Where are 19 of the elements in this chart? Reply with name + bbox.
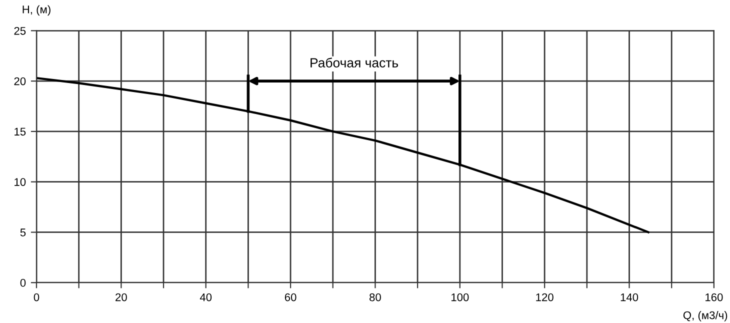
y-tick-label: 5	[20, 228, 26, 236]
y-tick-label: 10	[14, 178, 26, 186]
y-axis-title: H, (м)	[22, 5, 50, 16]
annotation: Рабочая часть	[310, 58, 398, 68]
x-tick-label: 120	[536, 293, 554, 302]
y-tick-label: 25	[14, 26, 26, 35]
x-tick-label: 140	[620, 293, 638, 302]
y-tick-label: 0	[20, 278, 26, 287]
x-tick-label: 80	[370, 293, 381, 302]
x-tick-label: 60	[284, 293, 296, 302]
line-series	[36, 76, 650, 234]
y-tick-label: 20	[14, 77, 26, 86]
x-axis-title: Q, (м3/ч)	[683, 311, 728, 322]
x-tick-label: 100	[451, 293, 469, 302]
x-tick-label: 160	[706, 293, 723, 302]
x-tick-label: 0	[34, 293, 40, 302]
y-tick-label: 15	[14, 128, 26, 136]
x-tick-label: 20	[116, 293, 127, 302]
x-tick-label: 40	[200, 293, 212, 302]
